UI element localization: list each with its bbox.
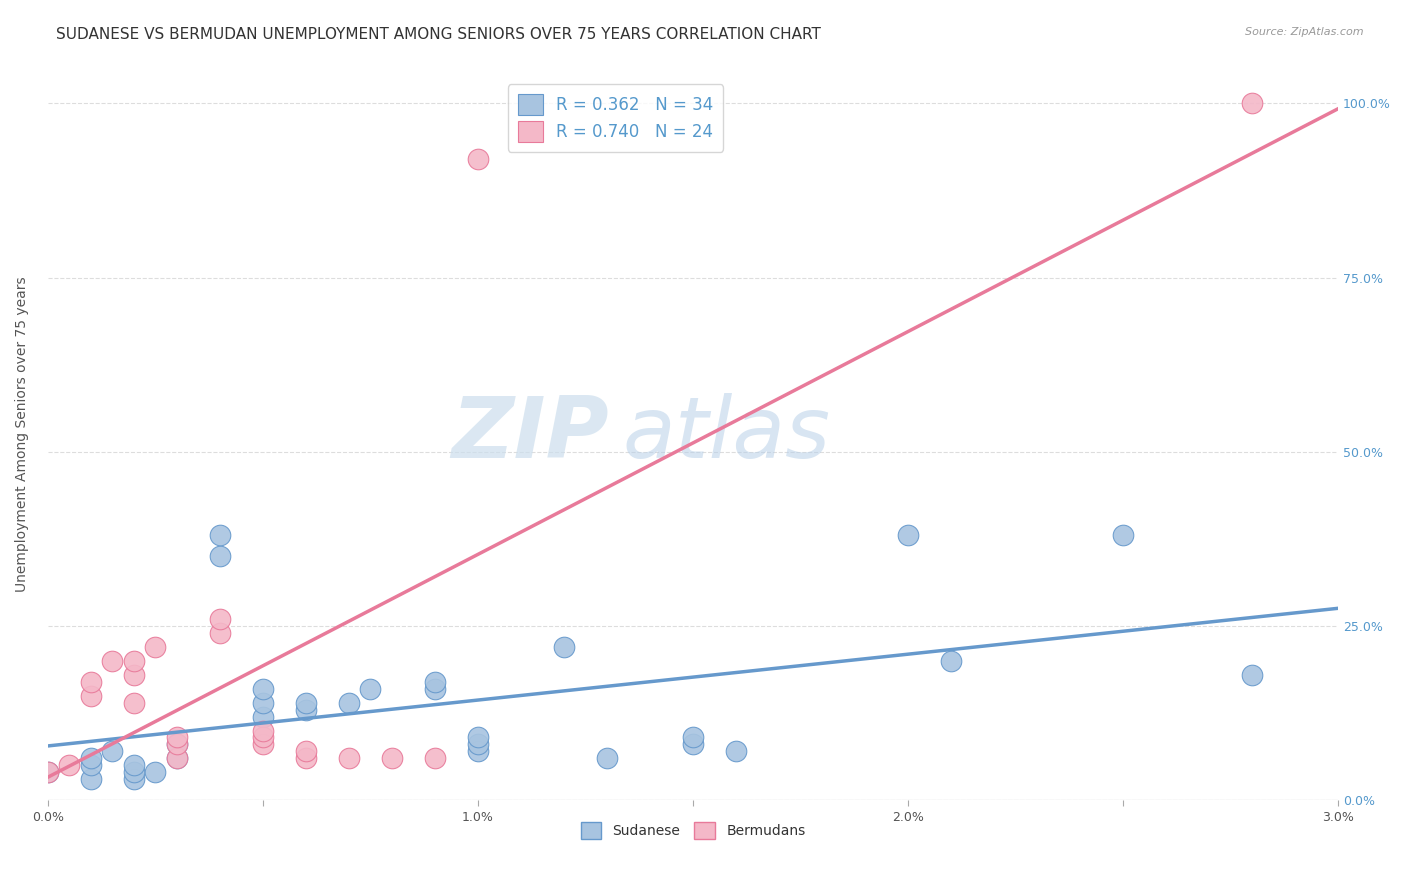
Point (423, 674, 446, 689)
Text: ZIP: ZIP (451, 392, 609, 475)
Point (252, 738, 274, 752)
Point (166, 751, 188, 765)
Point (143, 765, 166, 780)
Point (1112, 528, 1135, 542)
Point (467, 738, 489, 752)
Point (166, 738, 188, 752)
Point (37, 765, 59, 780)
Point (208, 528, 231, 542)
Point (359, 681, 381, 696)
Legend: Sudanese, Bermudans: Sudanese, Bermudans (575, 816, 811, 845)
Point (337, 751, 360, 765)
Point (101, 654, 124, 668)
Point (80, 751, 103, 765)
Point (553, 640, 575, 654)
Point (682, 731, 704, 745)
Point (143, 640, 166, 654)
Point (1241, 96, 1264, 111)
Point (58, 758, 80, 772)
Point (166, 751, 188, 765)
Point (37, 765, 59, 780)
Point (80, 758, 103, 772)
Text: atlas: atlas (621, 392, 830, 475)
Point (939, 654, 962, 668)
Point (337, 696, 360, 710)
Point (467, 744, 489, 758)
Point (423, 681, 446, 696)
Point (122, 667, 145, 681)
Point (122, 758, 145, 772)
Point (295, 744, 318, 758)
Point (467, 152, 489, 166)
Point (122, 772, 145, 787)
Text: Source: ZipAtlas.com: Source: ZipAtlas.com (1246, 27, 1364, 37)
Point (295, 703, 318, 717)
Point (122, 765, 145, 780)
Point (80, 772, 103, 787)
Point (596, 751, 619, 765)
Point (101, 744, 124, 758)
Point (724, 744, 747, 758)
Point (682, 738, 704, 752)
Point (252, 731, 274, 745)
Point (252, 723, 274, 738)
Point (122, 696, 145, 710)
Point (208, 549, 231, 564)
Point (252, 709, 274, 723)
Point (122, 654, 145, 668)
Point (208, 626, 231, 640)
Point (252, 681, 274, 696)
Point (467, 731, 489, 745)
Text: SUDANESE VS BERMUDAN UNEMPLOYMENT AMONG SENIORS OVER 75 YEARS CORRELATION CHART: SUDANESE VS BERMUDAN UNEMPLOYMENT AMONG … (56, 27, 821, 42)
Point (423, 751, 446, 765)
Point (252, 696, 274, 710)
Point (1241, 667, 1264, 681)
Point (80, 689, 103, 703)
Y-axis label: Unemployment Among Seniors over 75 years: Unemployment Among Seniors over 75 years (15, 277, 30, 592)
Point (208, 612, 231, 626)
Point (166, 738, 188, 752)
Point (166, 731, 188, 745)
Point (295, 751, 318, 765)
Point (381, 751, 404, 765)
Point (80, 674, 103, 689)
Point (897, 528, 920, 542)
Point (295, 696, 318, 710)
